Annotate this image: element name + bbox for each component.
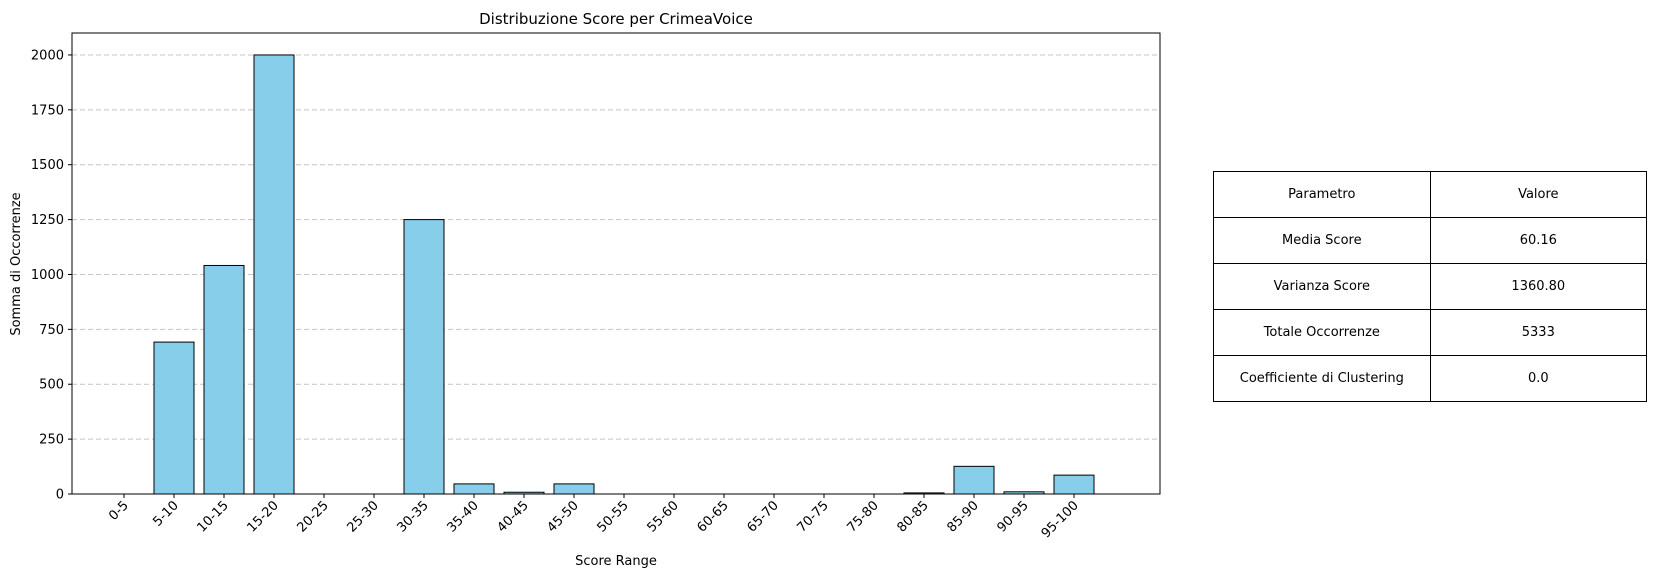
table-header-row: Parametro Valore: [1213, 171, 1648, 218]
y-tick-label: 500: [39, 378, 64, 393]
x-tick-label: 40-45: [495, 498, 532, 535]
bar-95-100: [1053, 474, 1095, 495]
bar-30-35: [403, 219, 445, 495]
bars: [153, 54, 1095, 495]
x-tick-label: 80-85: [895, 498, 932, 535]
y-tick-label: 0: [56, 488, 64, 503]
bar-85-90: [953, 465, 995, 495]
x-tick-label: 90-95: [995, 498, 1032, 535]
y-axis-ticks: 0 250 500 750 1000 1250 1500 1750 2000: [31, 48, 72, 503]
x-tick-label: 55-60: [645, 498, 682, 535]
header-param-cell: Parametro: [1213, 171, 1431, 218]
x-tick-label: 15-20: [245, 498, 282, 535]
y-tick-label: 1000: [31, 268, 64, 283]
bar-45-50: [553, 483, 595, 495]
x-tick-label: 95-100: [1039, 498, 1082, 541]
param-cell: Totale Occorrenze: [1213, 309, 1431, 356]
y-axis-label: Somma di Occorrenze: [9, 192, 24, 335]
value-cell: 60.16: [1429, 217, 1648, 264]
x-tick-label: 65-70: [745, 498, 782, 535]
x-tick-label: 60-65: [695, 498, 732, 535]
bar-35-40: [453, 483, 495, 495]
x-tick-label: 10-15: [195, 498, 232, 535]
x-tick-label: 20-25: [295, 498, 332, 535]
x-tick-label: 75-80: [845, 498, 882, 535]
y-tick-label: 1250: [31, 213, 64, 228]
x-axis-label: Score Range: [575, 554, 657, 569]
stats-table: Parametro Valore Media Score 60.16 Varia…: [1213, 171, 1648, 402]
x-tick-label: 85-90: [945, 498, 982, 535]
x-tick-label: 5-10: [150, 498, 181, 529]
x-tick-label: 70-75: [795, 498, 832, 535]
param-cell: Varianza Score: [1213, 263, 1431, 310]
x-tick-label: 0-5: [106, 498, 132, 524]
param-cell: Media Score: [1213, 217, 1431, 264]
bar-10-15: [203, 264, 245, 495]
grid-lines: [72, 54, 1160, 440]
x-axis-ticks: 0-5 5-10 10-15 15-20 20-25 25-30 30-35 35-40 40-…: [106, 494, 1082, 541]
y-tick-label: 750: [39, 323, 64, 338]
y-tick-label: 1750: [31, 103, 64, 118]
value-cell: 0.0: [1429, 355, 1648, 402]
table-row: Coefficiente di Clustering 0.0: [1213, 355, 1648, 402]
header-value-cell: Valore: [1429, 171, 1648, 218]
y-tick-label: 1500: [31, 158, 64, 173]
x-tick-label: 25-30: [345, 498, 382, 535]
value-cell: 5333: [1429, 309, 1648, 356]
y-tick-label: 250: [39, 433, 64, 448]
bar-15-20: [253, 54, 295, 495]
x-tick-label: 45-50: [545, 498, 582, 535]
value-cell: 1360.80: [1429, 263, 1648, 310]
chart-title: Distribuzione Score per CrimeaVoice: [479, 10, 753, 28]
table-row: Varianza Score 1360.80: [1213, 263, 1648, 310]
x-tick-label: 35-40: [445, 498, 482, 535]
y-tick-label: 2000: [31, 48, 64, 63]
table-row: Media Score 60.16: [1213, 217, 1648, 264]
plot-frame: [71, 32, 1161, 495]
x-tick-label: 50-55: [595, 498, 632, 535]
table-row: Totale Occorrenze 5333: [1213, 309, 1648, 356]
bar-5-10: [153, 341, 195, 495]
x-tick-label: 30-35: [395, 498, 432, 535]
param-cell: Coefficiente di Clustering: [1213, 355, 1431, 402]
